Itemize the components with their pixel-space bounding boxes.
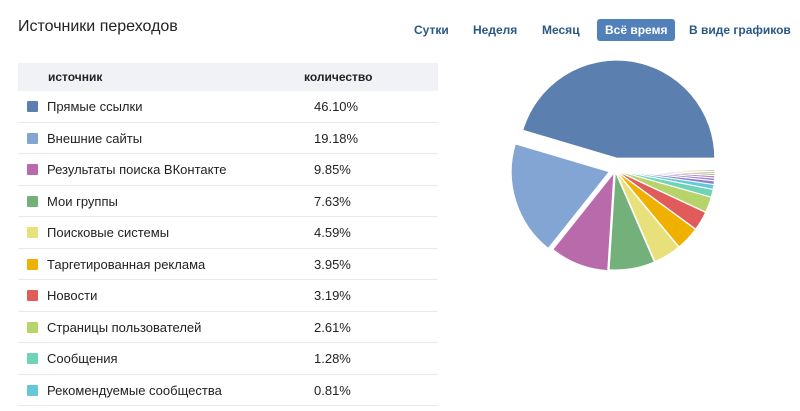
table-row: Страницы пользователей 2.61%: [18, 312, 438, 343]
source-label: Новости: [47, 288, 98, 303]
sources-pie-chart: [510, 59, 716, 272]
source-label: Внешние сайты: [47, 130, 143, 146]
legend-swatch: [27, 258, 38, 270]
source-label: Таргетированная реклама: [47, 256, 206, 272]
source-label: Рекомендуемые сообщества: [47, 382, 222, 398]
pie-slice[interactable]: [615, 171, 680, 263]
table-row: Результаты поиска ВКонтакте 9.85%: [18, 154, 438, 186]
table-row: Таргетированная реклама 3.95%: [18, 249, 438, 280]
table-row: Сообщения 1.28%: [18, 343, 438, 375]
source-label: Прямые ссылки: [47, 99, 143, 114]
period-tabs: Сутки Неделя Месяц Всё время В виде граф…: [400, 19, 791, 41]
source-value: 46.10%: [314, 99, 359, 114]
legend-swatch: [27, 227, 38, 238]
tab-all-time[interactable]: Всё время: [597, 19, 676, 41]
source-label: Сообщения: [47, 351, 118, 366]
pie-slice[interactable]: [608, 171, 655, 271]
table-row: Прямые ссылки 46.10%: [18, 91, 438, 123]
legend-swatch: [27, 290, 38, 301]
legend-swatch: [27, 164, 38, 175]
source-label: Поисковые системы: [47, 225, 170, 240]
source-value: 3.95%: [314, 256, 351, 272]
table-row: Мои группы 7.63%: [18, 186, 438, 217]
source-label: Страницы пользователей: [47, 319, 202, 335]
source-value: 1.28%: [314, 351, 351, 366]
pie-slice[interactable]: [552, 171, 615, 272]
column-header-source: источник: [48, 70, 103, 84]
table-header: источник количество: [18, 63, 438, 91]
source-value: 0.81%: [314, 382, 351, 398]
legend-swatch: [27, 132, 38, 144]
source-value: 7.63%: [314, 193, 351, 209]
pie-slice[interactable]: [522, 59, 716, 159]
source-label: Результаты поиска ВКонтакте: [47, 162, 227, 177]
source-value: 9.85%: [314, 162, 351, 177]
table-row: Рекомендуемые сообщества 0.81%: [18, 375, 438, 406]
table-row: Внешние сайты 19.18%: [18, 123, 438, 154]
source-value: 4.59%: [314, 225, 351, 240]
legend-swatch: [27, 195, 38, 207]
legend-swatch: [27, 353, 38, 364]
pie-slice[interactable]: [510, 143, 611, 250]
sources-table: источник количество Прямые ссылки 46.10% В…: [18, 63, 438, 406]
column-header-count: количество: [304, 70, 373, 84]
table-row: Новости 3.19%: [18, 280, 438, 312]
source-value: 3.19%: [314, 288, 351, 303]
legend-swatch: [27, 384, 38, 396]
source-value: 19.18%: [314, 130, 359, 146]
source-label: Мои группы: [47, 193, 118, 209]
tab-as-graphs[interactable]: В виде графиков: [689, 23, 791, 37]
legend-swatch: [27, 101, 38, 112]
source-value: 2.61%: [314, 319, 351, 335]
legend-swatch: [27, 321, 38, 333]
page-title: Источники переходов: [18, 18, 178, 35]
pie-slice[interactable]: [616, 169, 716, 173]
table-row: Поисковые системы 4.59%: [18, 217, 438, 249]
tab-month[interactable]: Месяц: [542, 23, 580, 37]
tab-week[interactable]: Неделя: [473, 23, 518, 37]
tab-day[interactable]: Сутки: [414, 23, 449, 37]
